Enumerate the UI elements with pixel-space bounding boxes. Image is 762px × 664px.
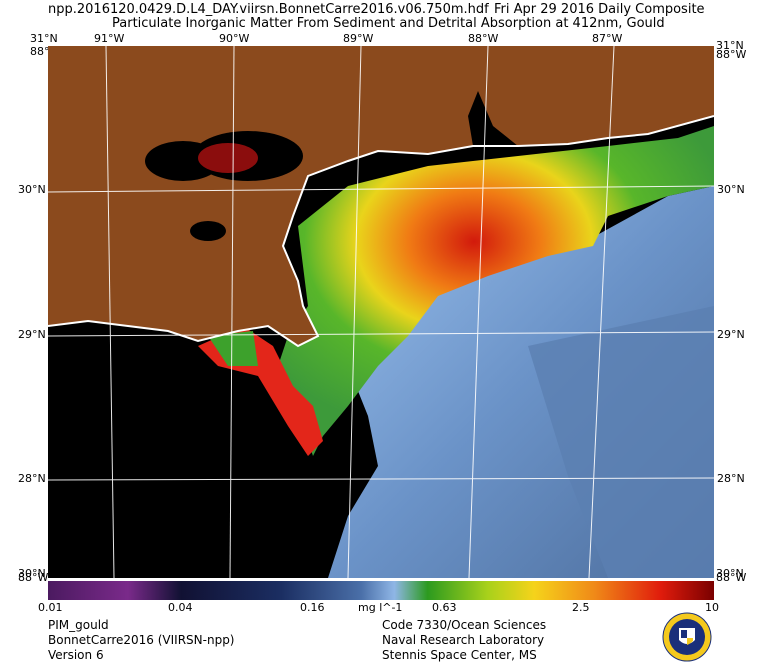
sediment-map	[48, 46, 714, 578]
cbar-tick-0-01: 0.01	[38, 601, 63, 614]
lat-label-left-29n: 29°N	[18, 328, 46, 341]
top-label-89w: 89°W	[343, 32, 374, 45]
top-label-31n-right: 31°N	[716, 39, 744, 52]
cbar-tick-0-16: 0.16	[300, 601, 325, 614]
lake-plume	[198, 143, 258, 173]
corner-label-bottom-left-b: 88°W	[18, 571, 49, 584]
delta-green-patch	[208, 331, 258, 366]
corner-label-bottom-left-a: 30°N	[18, 567, 46, 580]
top-label-91w: 91°W	[94, 32, 125, 45]
coastline	[48, 115, 714, 348]
top-label-90w: 90°W	[219, 32, 250, 45]
corner-label-top-right: 88°W	[716, 48, 747, 61]
dataset-name: BonnetCarre2016 (VIIRSN-npp)	[48, 633, 235, 647]
filename: npp.2016120.0429.D.L4_DAY.viirsn.BonnetC…	[48, 2, 489, 17]
top-label-31n-left: 31°N	[30, 32, 58, 45]
lat-label-left-30n: 30°N	[18, 183, 46, 196]
version-label: Version 6	[48, 648, 104, 662]
top-label-87w: 87°W	[592, 32, 623, 45]
deep-water	[528, 306, 714, 578]
graticule	[48, 46, 714, 578]
map-title: Particulate Inorganic Matter From Sedime…	[112, 16, 665, 31]
corner-label-bottom-right-b: 88°W	[716, 571, 747, 584]
cbar-units: mg l^-1	[358, 601, 403, 614]
cbar-tick-10: 10	[705, 601, 719, 614]
cbar-tick-0-04: 0.04	[168, 601, 193, 614]
colorbar	[48, 581, 714, 600]
lake-small	[190, 221, 226, 241]
org-name: Naval Research Laboratory	[382, 633, 545, 647]
lat-label-left-28n: 28°N	[18, 472, 46, 485]
lat-label-right-28n: 28°N	[717, 472, 745, 485]
land-mass	[48, 46, 714, 346]
composite-date: Fri Apr 29 2016 Daily Composite	[494, 2, 705, 17]
cbar-tick-2-5: 2.5	[572, 601, 590, 614]
sediment-plume	[278, 126, 714, 456]
cbar-tick-0-63: 0.63	[432, 601, 457, 614]
lat-label-right-30n: 30°N	[717, 183, 745, 196]
lat-label-right-29n: 29°N	[717, 328, 745, 341]
nrl-seal-icon	[662, 612, 712, 662]
top-label-88w: 88°W	[468, 32, 499, 45]
product-name: PIM_gould	[48, 618, 109, 632]
corner-label-bottom-right-a: 30°N	[716, 567, 744, 580]
org-location: Stennis Space Center, MS	[382, 648, 537, 662]
org-code: Code 7330/Ocean Sciences	[382, 618, 547, 632]
